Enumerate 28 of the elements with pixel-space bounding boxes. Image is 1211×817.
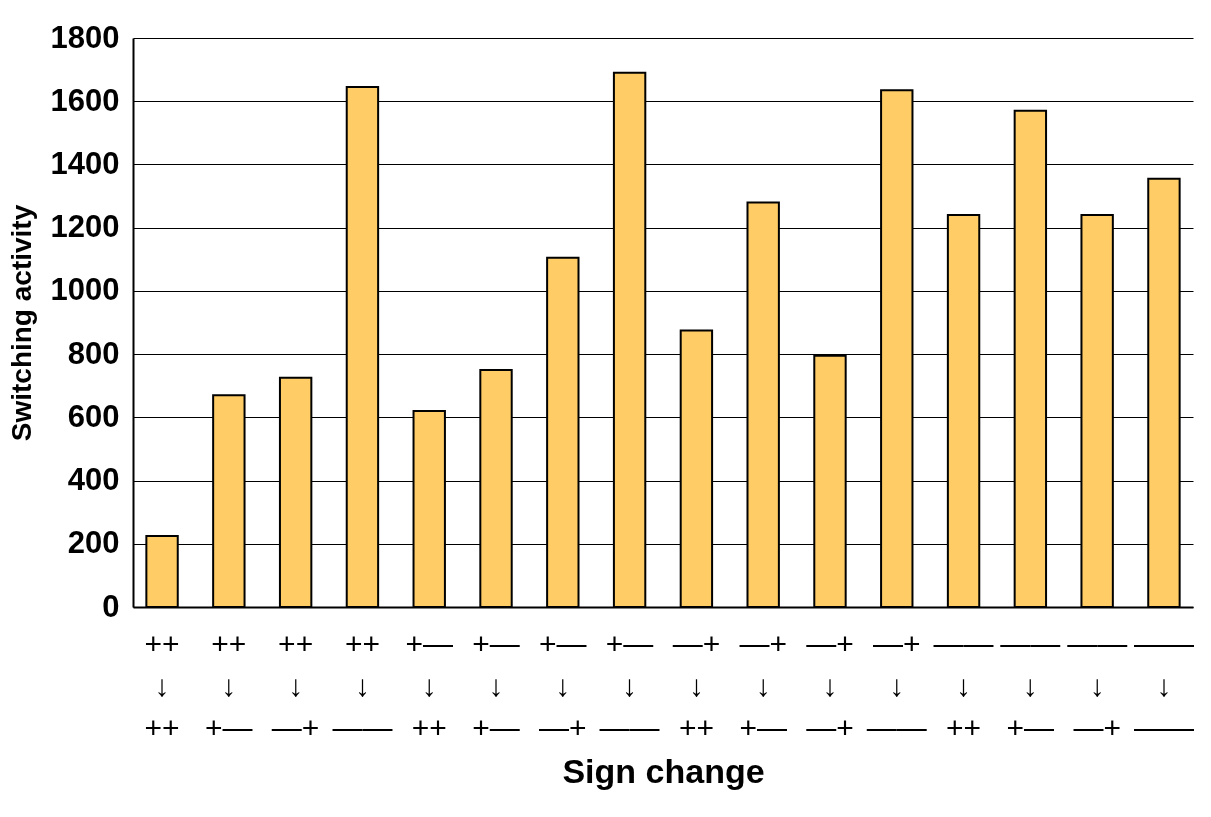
x-tick-label: ++ ↓ —— (332, 626, 393, 744)
y-tick-label: 600 (67, 398, 120, 434)
y-tick-label: 1000 (50, 272, 120, 308)
y-tick-label: 400 (67, 462, 120, 498)
y-axis-title: Switching activity (5, 204, 37, 442)
x-tick-label: ++ ↓ ++ (144, 626, 180, 744)
x-tick-label: —+ ↓ +— (739, 626, 787, 744)
y-tick-label: 800 (67, 335, 120, 371)
x-tick-label: +— ↓ ++ (405, 626, 453, 744)
y-tick-label: 0 (102, 588, 120, 624)
x-axis-title: Sign change (562, 751, 765, 790)
y-tick-label: 1200 (50, 209, 120, 245)
x-tick-label: +— ↓ +— (472, 626, 520, 744)
y-tick-label: 200 (67, 525, 120, 561)
x-tick-label: —— ↓ —+ (1067, 626, 1128, 744)
y-tick-label: 1800 (50, 19, 120, 55)
y-tick-label: 1400 (50, 145, 120, 181)
x-tick-label: —— ↓ +— (1000, 626, 1061, 744)
x-tick-label: ++ ↓ —+ (271, 626, 320, 744)
x-tick-label: —— ↓ ++ (933, 626, 994, 744)
x-tick-label: +— ↓ —+ (539, 626, 587, 744)
x-tick-label: —+ ↓ —+ (806, 626, 854, 744)
x-tick-label: +— ↓ —— (599, 626, 660, 744)
x-tick-label: —+ ↓ —— (866, 626, 927, 744)
x-tick-label: —— ↓ —— (1133, 626, 1194, 744)
y-tick-label: 1600 (50, 82, 120, 118)
x-tick-label: —+ ↓ ++ (672, 626, 721, 744)
x-tick-label: ++ ↓ +— (205, 626, 253, 744)
